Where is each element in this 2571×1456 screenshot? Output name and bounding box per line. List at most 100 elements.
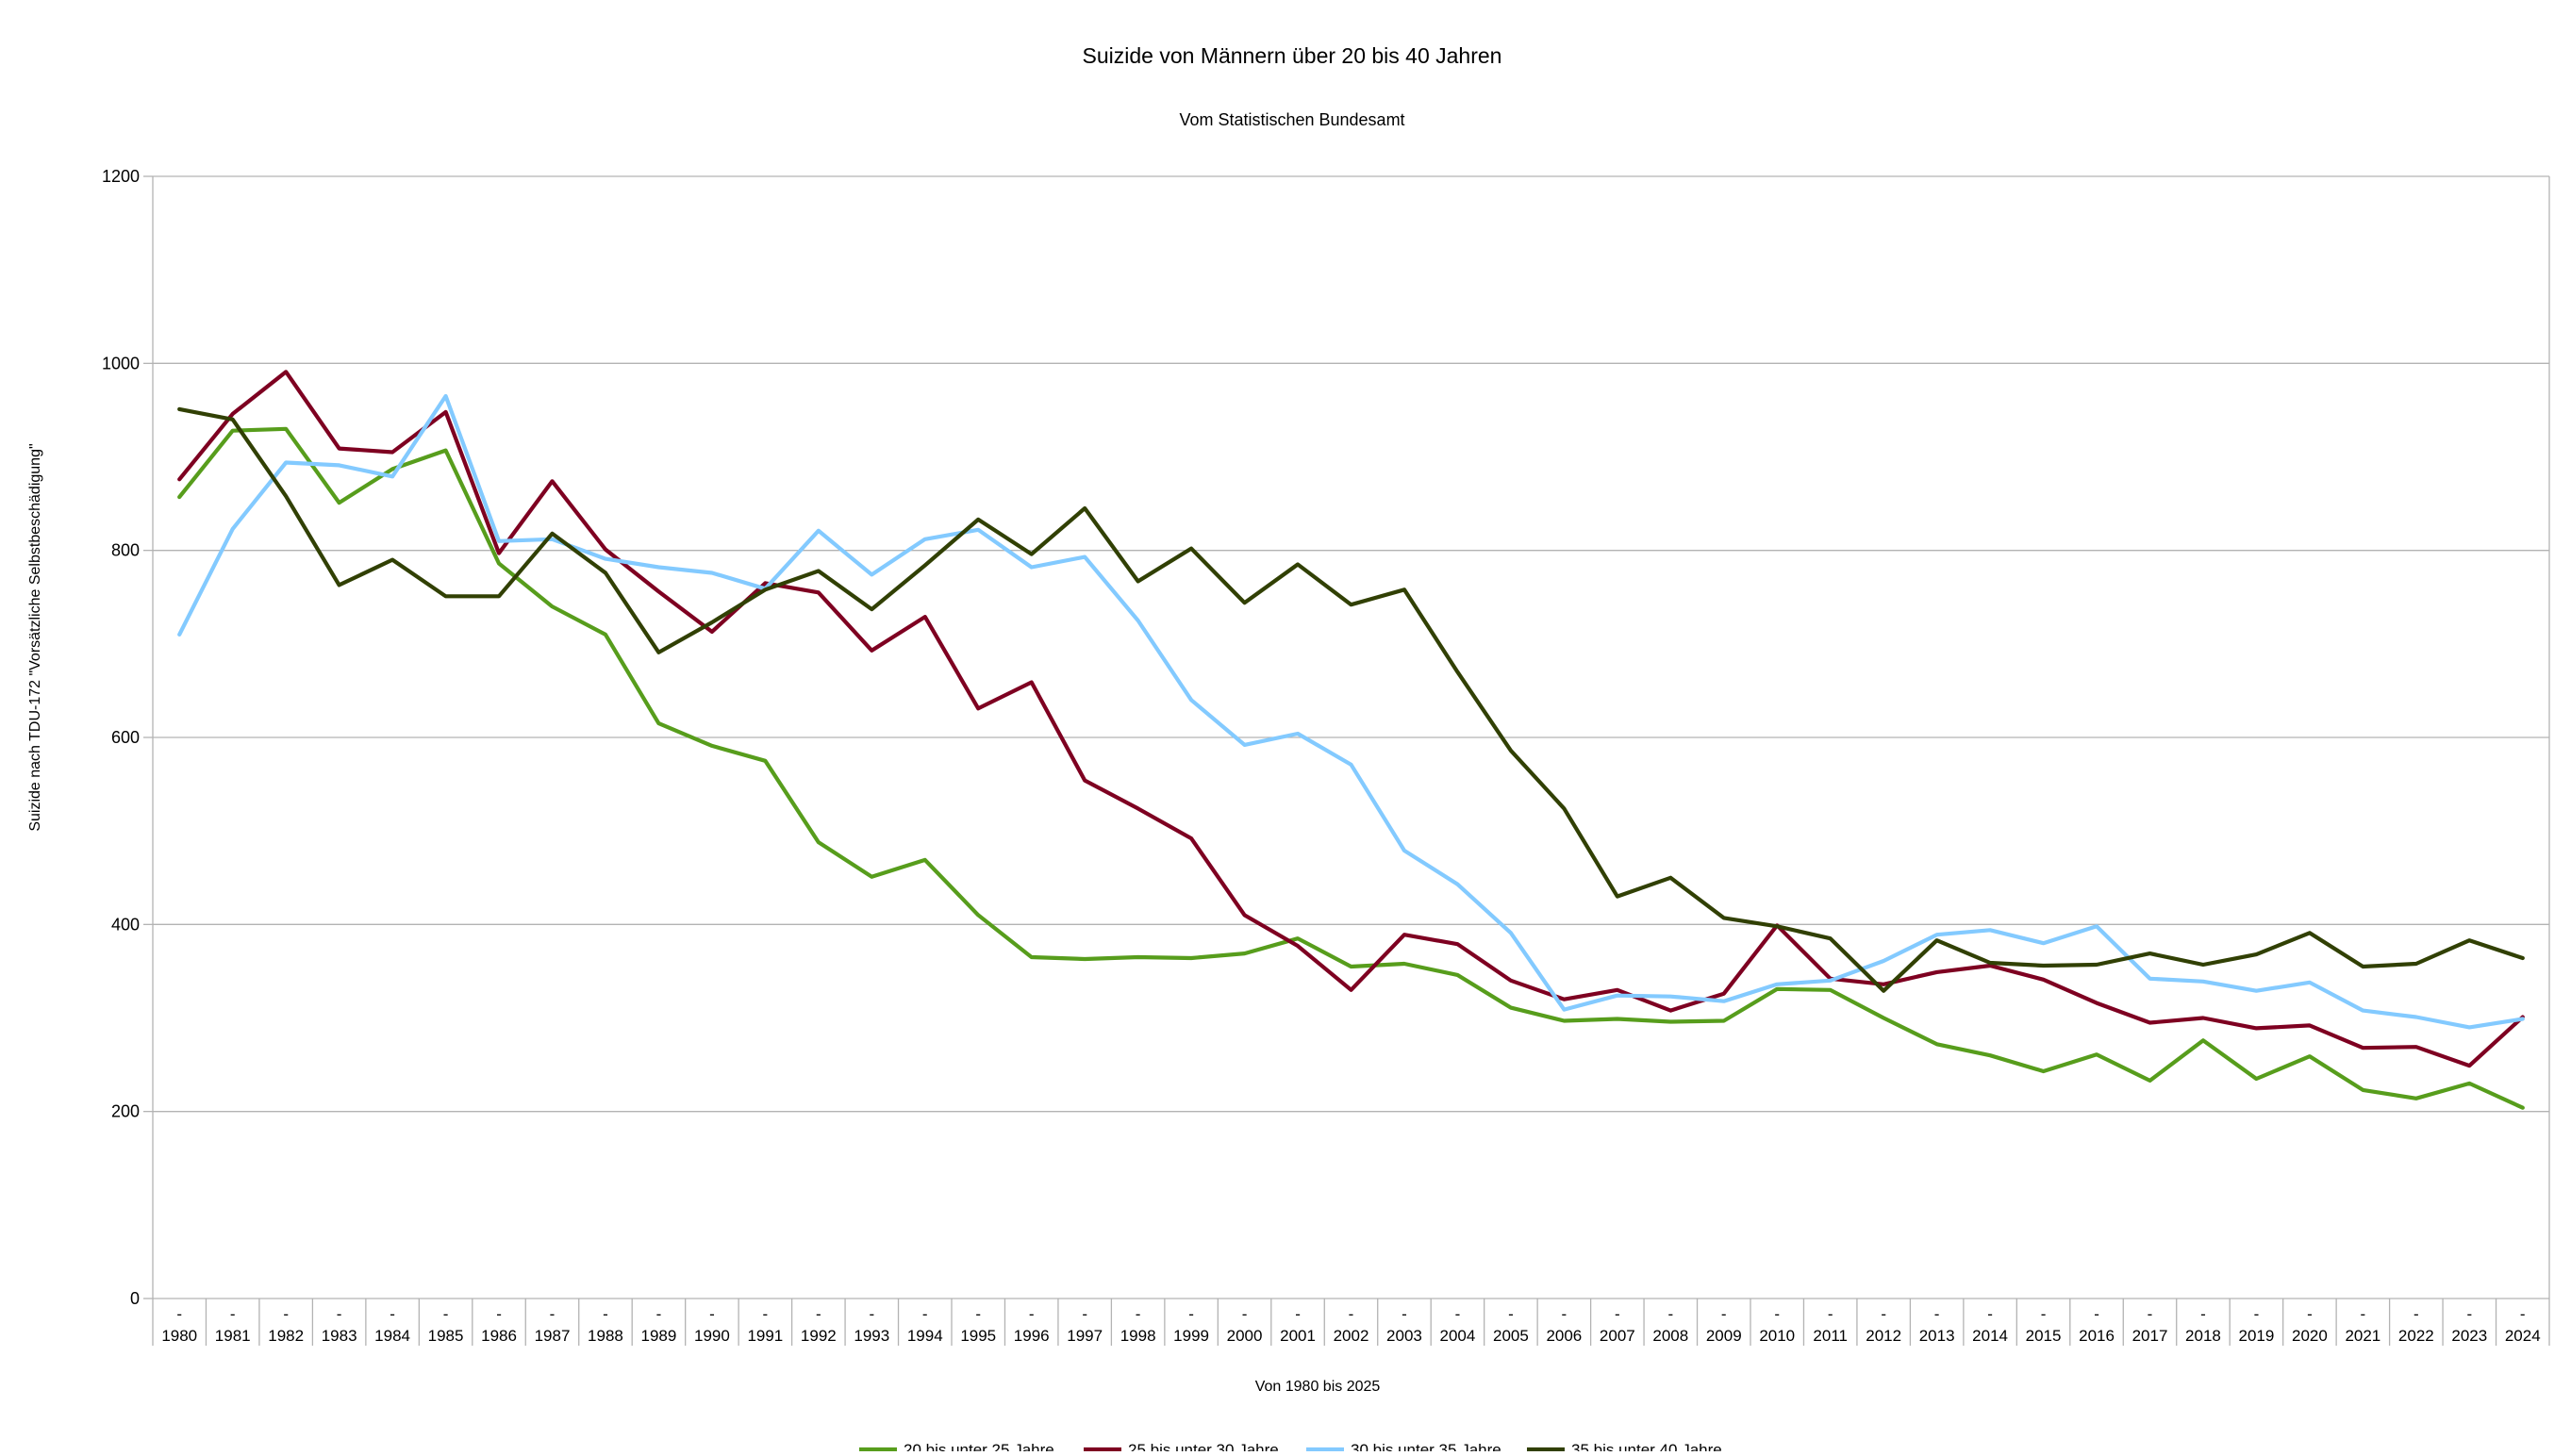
x-tick-label: 2024 (2505, 1327, 2541, 1345)
x-tick-prefix: - (1455, 1305, 1461, 1323)
x-tick-prefix: - (1667, 1305, 1673, 1323)
series-line-3 (177, 393, 2525, 1030)
x-tick-prefix: - (1615, 1305, 1620, 1323)
x-tick-label: 1998 (1120, 1327, 1156, 1345)
x-tick-prefix: - (283, 1305, 289, 1323)
x-tick-label: 2012 (1866, 1327, 1901, 1345)
x-tick-label: 1985 (428, 1327, 464, 1345)
x-tick-prefix: - (1188, 1305, 1194, 1323)
x-tick-prefix: - (1934, 1305, 1940, 1323)
x-tick-label: 1980 (161, 1327, 197, 1345)
x-tick-label: 1999 (1173, 1327, 1209, 1345)
x-tick-label: 1996 (1014, 1327, 1050, 1345)
x-tick-prefix: - (2520, 1305, 2526, 1323)
x-tick-label: 2010 (1759, 1327, 1795, 1345)
legend-label: 30 bis unter 35 Jahre (1351, 1441, 1501, 1451)
series-line-1 (177, 426, 2525, 1110)
legend-label: 20 bis unter 25 Jahre (904, 1441, 1054, 1451)
series-line-4 (177, 406, 2525, 993)
x-tick-label: 1993 (854, 1327, 889, 1345)
x-tick-prefix: - (1562, 1305, 1567, 1323)
x-tick-label: 1982 (268, 1327, 304, 1345)
x-tick-label: 2022 (2398, 1327, 2434, 1345)
x-tick-prefix: - (176, 1305, 182, 1323)
x-tick-label: 2019 (2239, 1327, 2275, 1345)
x-tick-label: 1991 (747, 1327, 783, 1345)
x-tick-label: 1981 (215, 1327, 251, 1345)
x-tick-prefix: - (2307, 1305, 2313, 1323)
axes: 0 200 400 600 800 1000 1200 - 1980 - 1981 - 1982 - 198… (102, 167, 2550, 1346)
x-tick-prefix: - (1029, 1305, 1035, 1323)
x-tick-prefix: - (656, 1305, 662, 1323)
x-tick-prefix: - (975, 1305, 981, 1323)
y-tick-label: 800 (111, 541, 140, 560)
x-tick-label: 1990 (694, 1327, 730, 1345)
legend-label: 25 bis unter 30 Jahre (1128, 1441, 1279, 1451)
x-tick-label: 2017 (2132, 1327, 2168, 1345)
x-tick-prefix: - (603, 1305, 608, 1323)
chart-subtitle: Vom Statistischen Bundesamt (1179, 110, 1404, 129)
x-tick-prefix: - (1828, 1305, 1833, 1323)
x-tick-prefix: - (443, 1305, 449, 1323)
x-tick-label: 1988 (588, 1327, 623, 1345)
x-axis-title: Von 1980 bis 2025 (1255, 1379, 1381, 1395)
x-tick-label: 1994 (907, 1327, 943, 1345)
x-tick-label: 2008 (1652, 1327, 1688, 1345)
x-tick-prefix: - (2200, 1305, 2206, 1323)
x-tick-label: 2020 (2292, 1327, 2328, 1345)
x-tick-prefix: - (1082, 1305, 1087, 1323)
x-tick-label: 2015 (2026, 1327, 2062, 1345)
y-tick-label: 400 (111, 915, 140, 934)
x-tick-prefix: - (1349, 1305, 1354, 1323)
x-tick-prefix: - (337, 1305, 342, 1323)
x-tick-prefix: - (390, 1305, 395, 1323)
x-tick-prefix: - (2094, 1305, 2099, 1323)
x-tick-label: 2001 (1280, 1327, 1316, 1345)
x-tick-prefix: - (1987, 1305, 1993, 1323)
y-tick-label: 1200 (102, 167, 140, 186)
x-tick-label: 2002 (1334, 1327, 1369, 1345)
x-tick-prefix: - (2254, 1305, 2260, 1323)
legend-label: 35 bis unter 40 Jahre (1571, 1441, 1722, 1451)
x-tick-prefix: - (1242, 1305, 1248, 1323)
x-tick-label: 2004 (1440, 1327, 1476, 1345)
y-tick-label: 1000 (102, 354, 140, 372)
x-tick-prefix: - (1402, 1305, 1407, 1323)
x-tick-prefix: - (1508, 1305, 1514, 1323)
chart-title: Suizide von Männern über 20 bis 40 Jahre… (1083, 43, 1502, 68)
x-tick-label: 1984 (374, 1327, 410, 1345)
x-tick-prefix: - (1881, 1305, 1886, 1323)
x-tick-prefix: - (1774, 1305, 1780, 1323)
y-tick-label: 0 (130, 1289, 140, 1308)
y-tick-label: 200 (111, 1102, 140, 1121)
y-tick-label: 600 (111, 728, 140, 747)
x-tick-label: 2013 (1919, 1327, 1955, 1345)
x-tick-label: 2000 (1227, 1327, 1263, 1345)
x-tick-label: 1987 (535, 1327, 571, 1345)
x-tick-label: 2016 (2079, 1327, 2115, 1345)
x-tick-label: 2007 (1600, 1327, 1635, 1345)
x-tick-label: 1992 (801, 1327, 837, 1345)
y-axis-title: Suizide nach TDU-172 "Vorsätzliche Selbs… (27, 443, 43, 831)
x-tick-label: 2023 (2451, 1327, 2487, 1345)
x-tick-label: 1983 (322, 1327, 357, 1345)
x-tick-label: 1995 (960, 1327, 996, 1345)
x-tick-label: 2005 (1493, 1327, 1529, 1345)
x-tick-label: 2014 (1972, 1327, 2008, 1345)
grid-lines (153, 175, 2549, 1299)
x-tick-prefix: - (869, 1305, 874, 1323)
x-tick-prefix: - (816, 1305, 821, 1323)
x-tick-label: 2018 (2185, 1327, 2221, 1345)
x-tick-label: 1997 (1067, 1327, 1103, 1345)
x-tick-prefix: - (1136, 1305, 1141, 1323)
x-tick-prefix: - (709, 1305, 715, 1323)
x-tick-label: 2021 (2345, 1327, 2380, 1345)
x-tick-label: 2003 (1386, 1327, 1422, 1345)
legend: 20 bis unter 25 Jahre 25 bis unter 30 Jah… (859, 1441, 1722, 1456)
x-tick-prefix: - (550, 1305, 556, 1323)
x-tick-prefix: - (2148, 1305, 2153, 1323)
x-tick-label: 2006 (1546, 1327, 1582, 1345)
x-tick-prefix: - (1295, 1305, 1301, 1323)
x-tick-label: 2011 (1813, 1327, 1848, 1345)
